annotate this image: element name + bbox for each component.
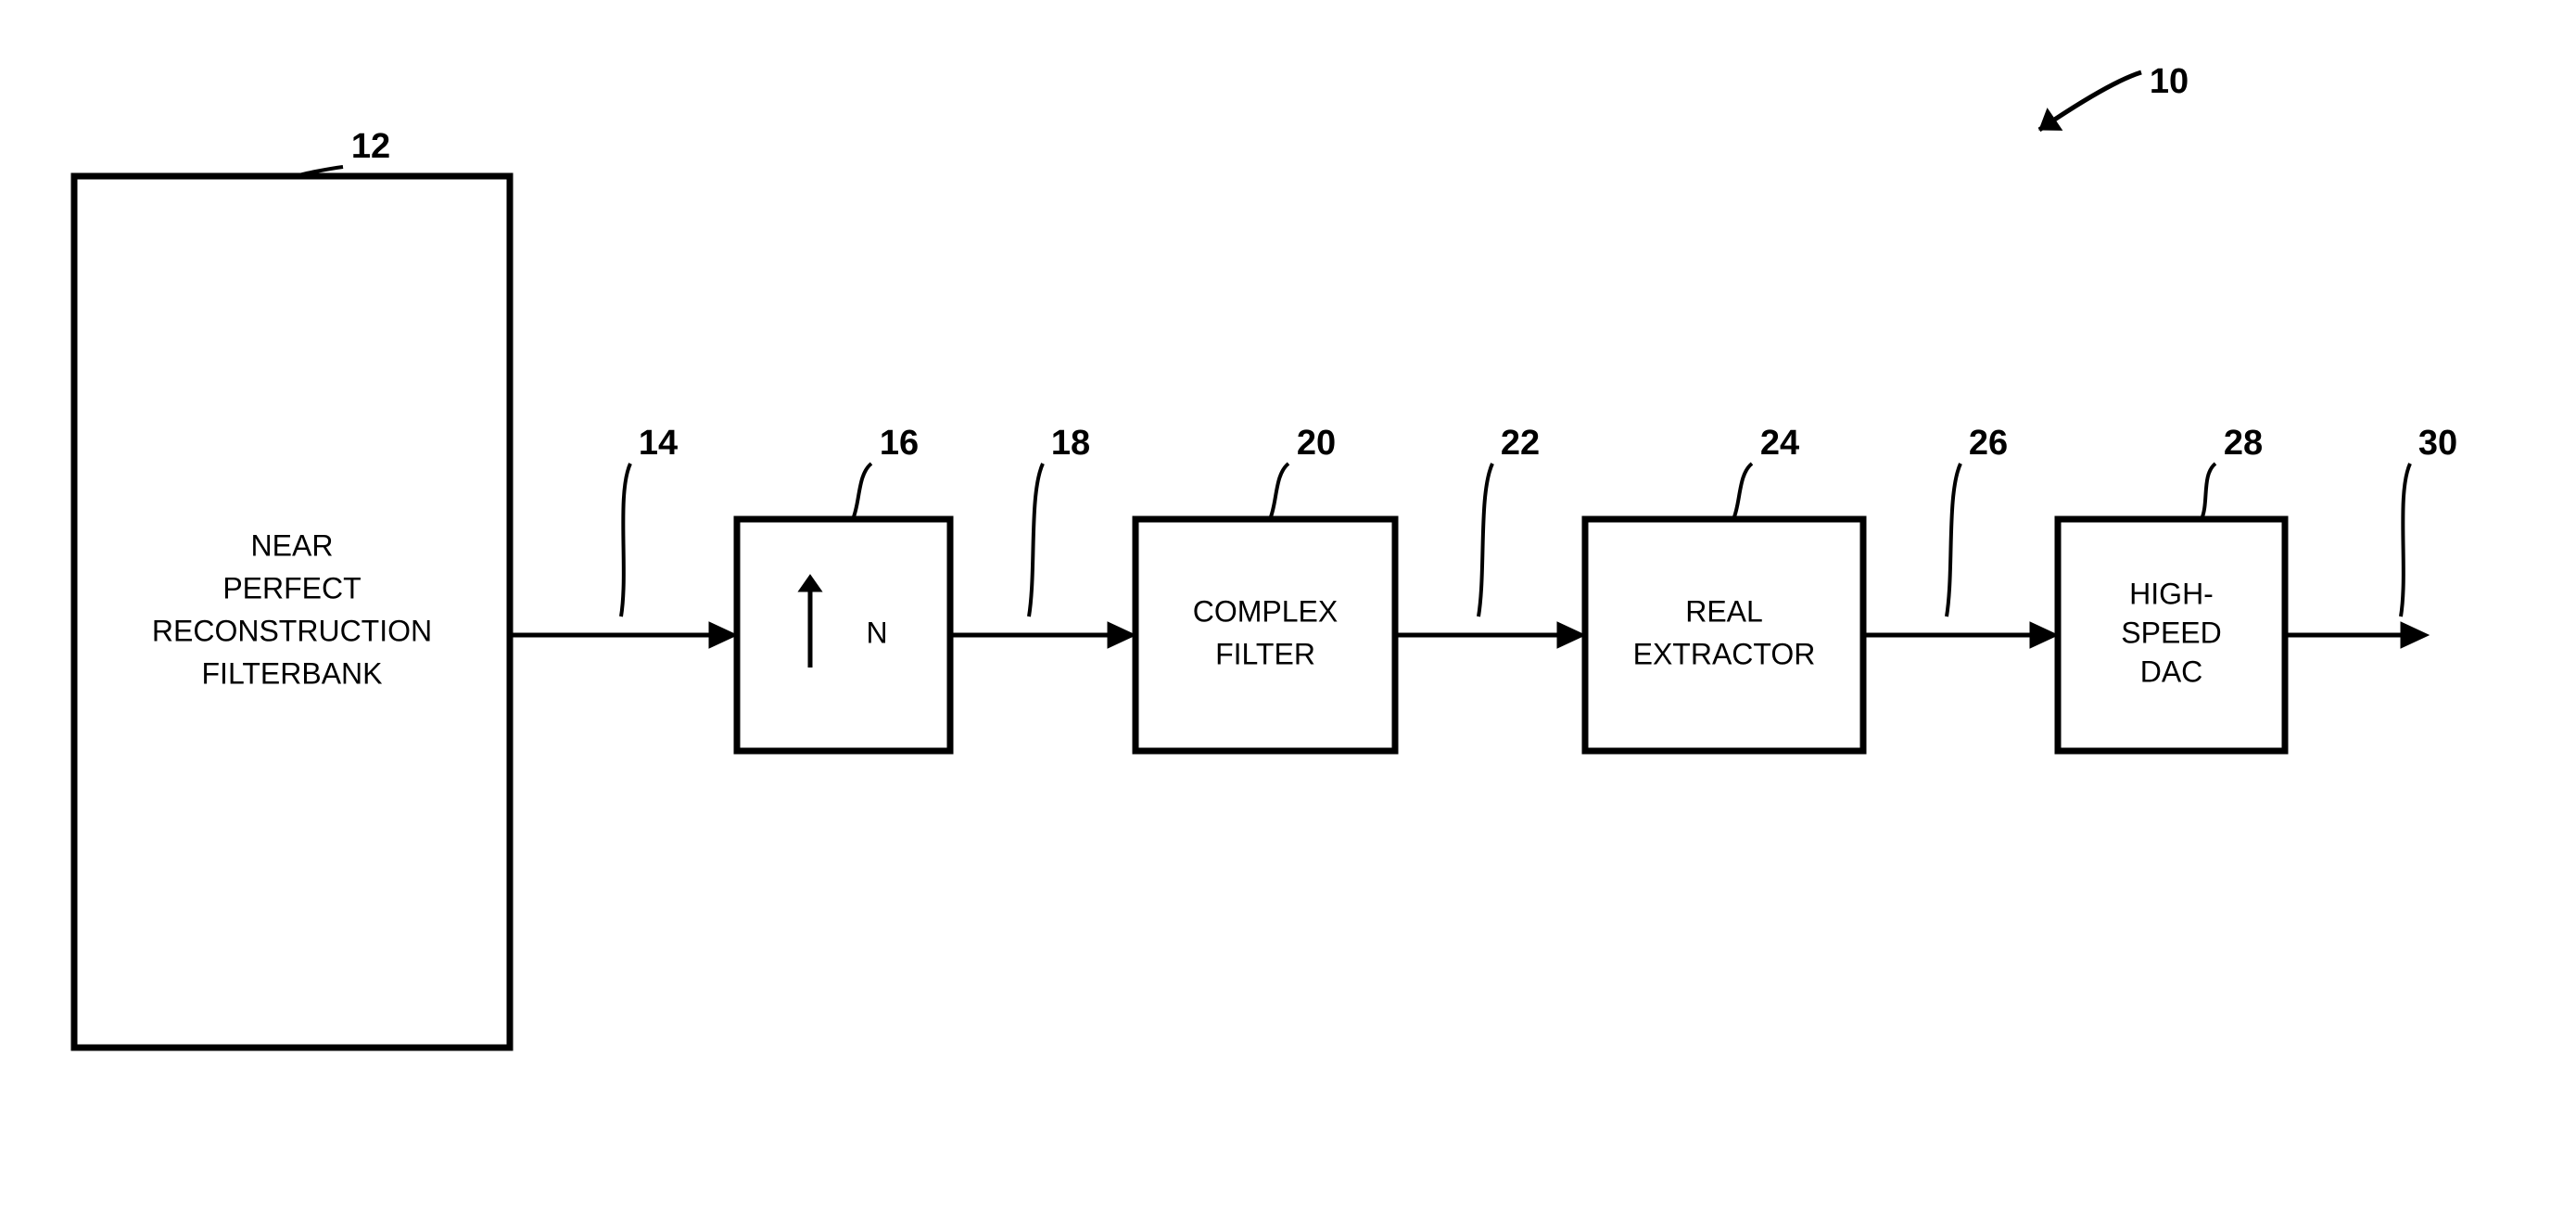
cfilter-block — [1136, 519, 1395, 751]
extractor-label: REAL — [1685, 594, 1763, 628]
upsampler-block — [737, 519, 950, 751]
refnum-18-leader — [1029, 464, 1043, 617]
refnum-16: 16 — [880, 424, 919, 463]
refnum-22-leader — [1478, 464, 1492, 617]
refnum-26: 26 — [1969, 424, 2008, 463]
refnum-28: 28 — [2224, 424, 2263, 463]
refnum-14: 14 — [639, 424, 678, 463]
refnum-30-leader — [2401, 464, 2410, 617]
dac-label: SPEED — [2121, 616, 2221, 649]
refnum-26-leader — [1947, 464, 1961, 617]
filterbank-label: PERFECT — [222, 571, 361, 604]
filterbank-label: RECONSTRUCTION — [152, 614, 432, 647]
refnum-22: 22 — [1501, 424, 1540, 463]
refnum-12: 12 — [351, 127, 390, 166]
refnum-20-leader — [1270, 464, 1288, 519]
refnum-24: 24 — [1760, 424, 1799, 463]
dac-label: DAC — [2140, 655, 2203, 688]
refnum-18: 18 — [1051, 424, 1090, 463]
refnum-28-leader — [2202, 464, 2215, 519]
extractor-label: EXTRACTOR — [1633, 637, 1816, 670]
filterbank-label: NEAR — [251, 528, 334, 562]
cfilter-label: COMPLEX — [1193, 594, 1338, 628]
refnum-14-leader — [621, 464, 630, 617]
cfilter-label: FILTER — [1215, 637, 1315, 670]
refnum-16-leader — [853, 464, 871, 519]
extractor-block — [1585, 519, 1863, 751]
filterbank-block — [74, 176, 510, 1048]
block-diagram: NEAR PERFECT RECONSTRUCTION FILTERBANK N COMP… — [0, 0, 2576, 1208]
refnum-30: 30 — [2418, 424, 2457, 463]
dac-label: HIGH- — [2129, 577, 2214, 610]
filterbank-label: FILTERBANK — [202, 656, 383, 690]
upsampler-label: N — [866, 616, 887, 649]
refnum-10: 10 — [2150, 62, 2189, 101]
refnum-20: 20 — [1297, 424, 1336, 463]
refnum-24-leader — [1733, 464, 1752, 519]
